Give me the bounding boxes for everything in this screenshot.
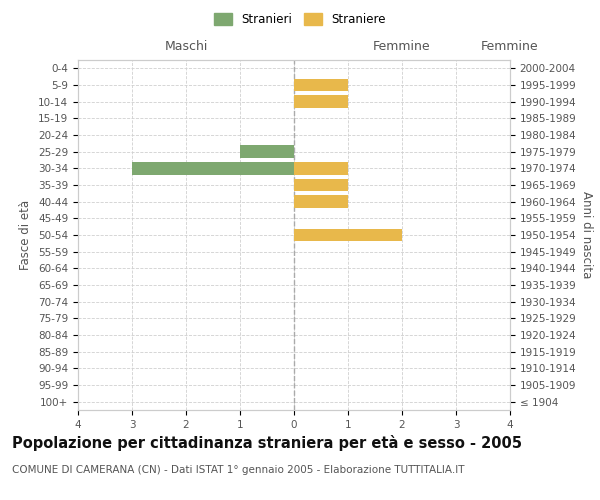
Bar [294,196,348,208]
Bar [240,146,294,158]
Text: Maschi: Maschi [164,40,208,53]
Text: COMUNE DI CAMERANA (CN) - Dati ISTAT 1° gennaio 2005 - Elaborazione TUTTITALIA.I: COMUNE DI CAMERANA (CN) - Dati ISTAT 1° … [12,465,464,475]
Y-axis label: Anni di nascita: Anni di nascita [580,192,593,278]
Bar [294,79,348,92]
Bar [132,162,294,174]
Bar [294,162,348,174]
Bar [294,229,402,241]
Legend: Stranieri, Straniere: Stranieri, Straniere [209,8,391,31]
Y-axis label: Fasce di età: Fasce di età [19,200,32,270]
Bar [294,96,348,108]
Text: Popolazione per cittadinanza straniera per età e sesso - 2005: Popolazione per cittadinanza straniera p… [12,435,522,451]
Text: Femmine: Femmine [481,40,539,53]
Text: Femmine: Femmine [373,40,431,53]
Bar [294,179,348,192]
